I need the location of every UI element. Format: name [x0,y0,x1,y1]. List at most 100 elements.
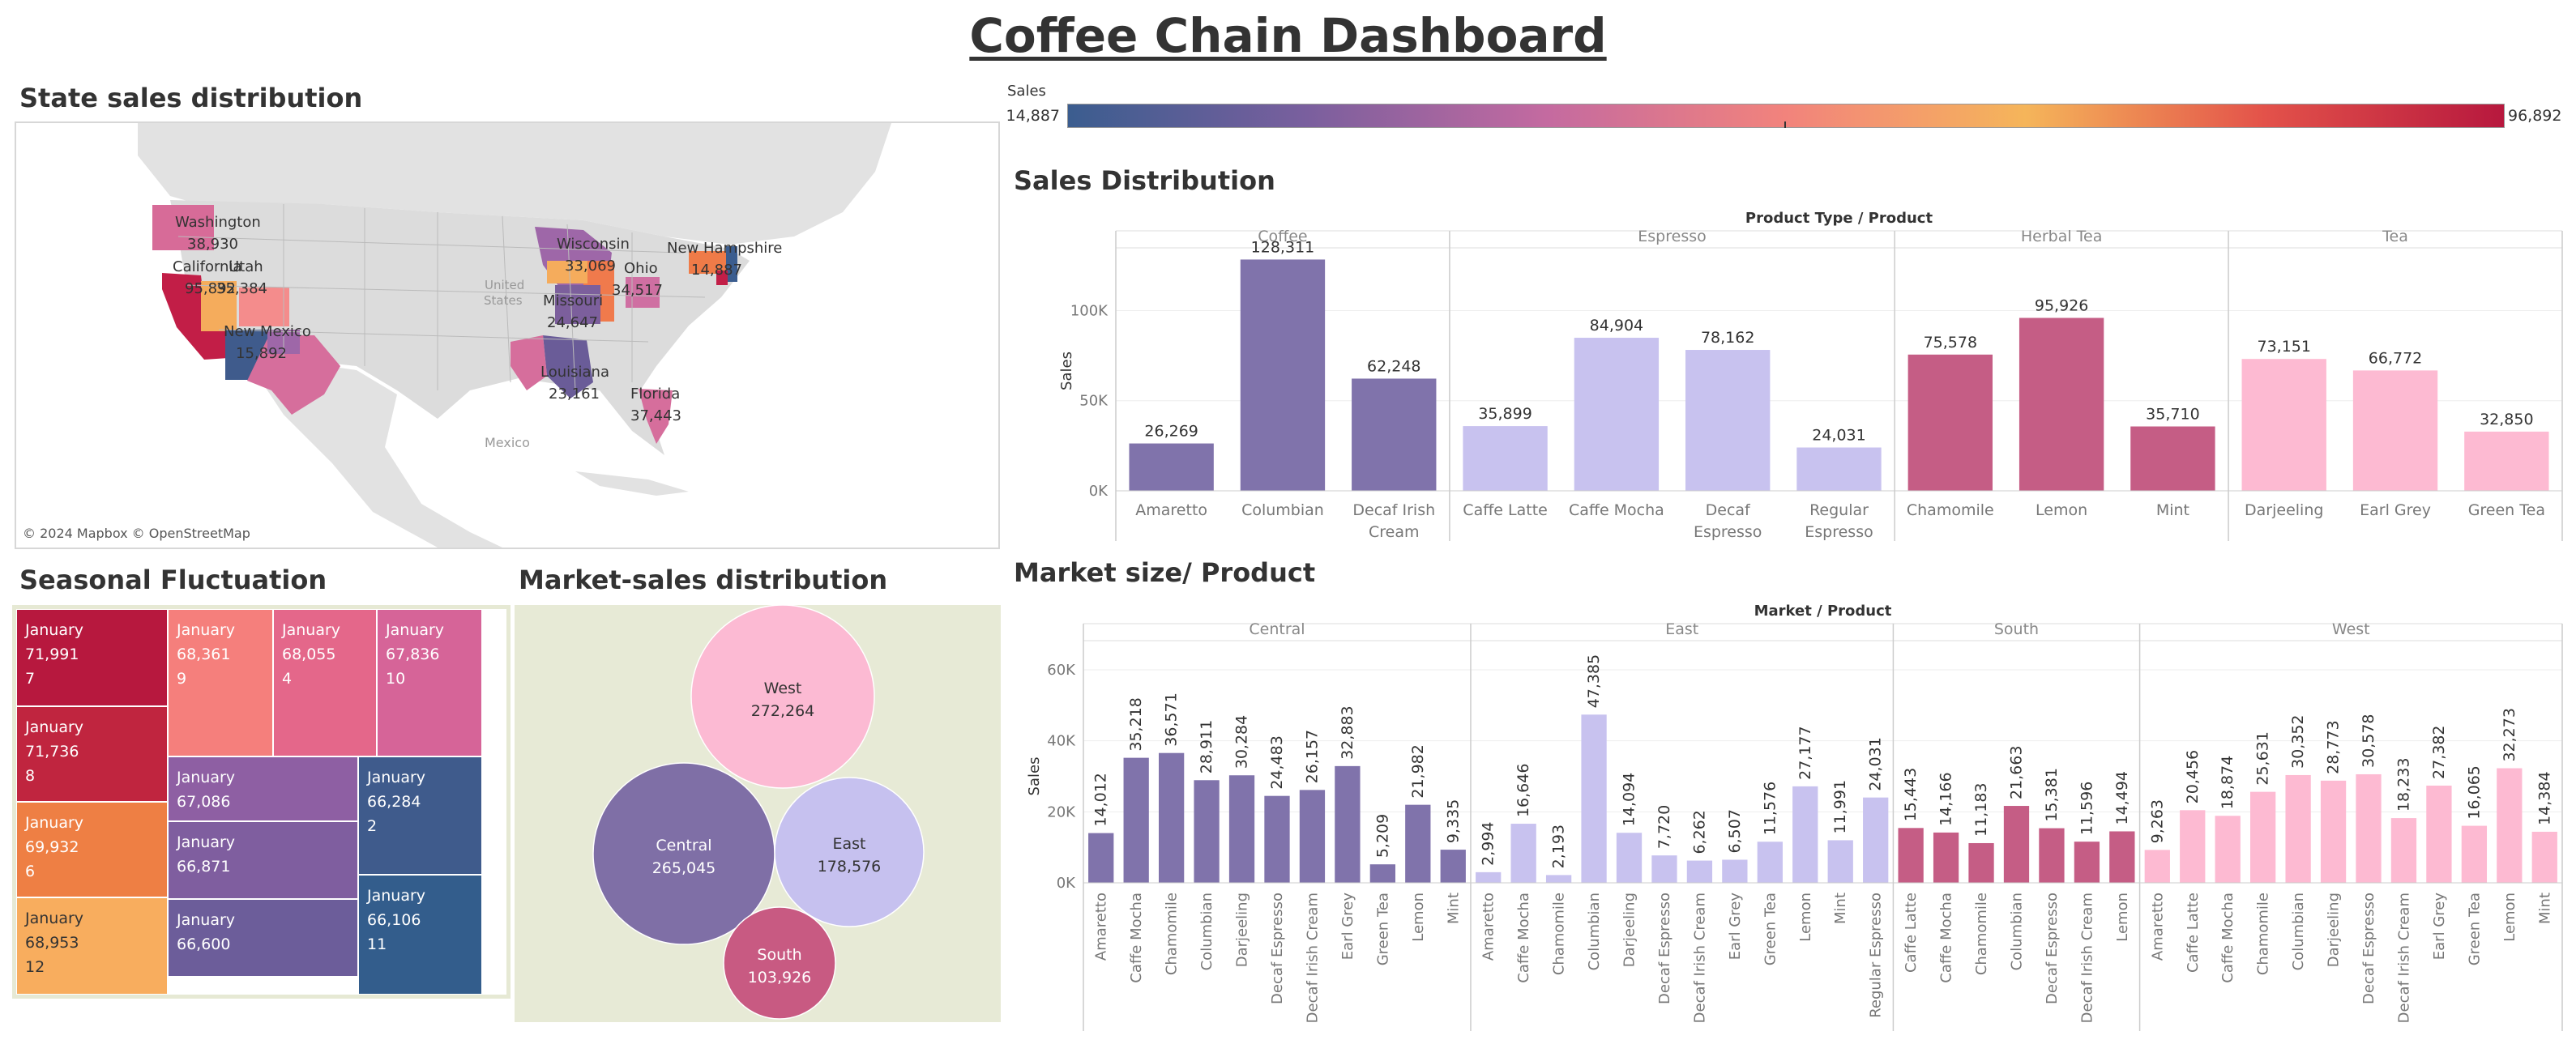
treemap-cell[interactable]: January 69,932 6 [16,802,168,897]
bar[interactable] [1352,378,1437,491]
bar[interactable] [2461,825,2488,883]
bar[interactable] [2352,370,2438,491]
bar[interactable] [1088,833,1114,883]
treemap-cell[interactable]: January 71,736 8 [16,706,168,802]
bar-data-label: 62,248 [1367,357,1420,375]
bar[interactable] [1129,443,1214,491]
bar[interactable] [1335,765,1361,883]
map-state-value: 15,892 [236,345,287,362]
bar[interactable] [1369,864,1395,883]
bar[interactable] [1722,859,1748,883]
bar[interactable] [2130,426,2215,491]
bar[interactable] [1299,790,1326,883]
bar[interactable] [1796,447,1882,491]
bar-data-label: 30,578 [2360,714,2377,767]
y-axis-label: Sales [1026,757,1043,796]
bar[interactable] [2531,831,2557,883]
bar-data-label: 21,663 [2007,746,2025,799]
group-header: Coffee [1258,228,1307,245]
state-map[interactable]: Washington 38,930 California 95,892 Utah 35,3… [15,121,1000,549]
category-label: Caffe Mocha [2219,893,2236,983]
bar[interactable] [2464,431,2549,491]
treemap-cell[interactable]: January 66,600 [168,899,358,977]
bar[interactable] [2241,359,2326,491]
bar[interactable] [2497,768,2523,883]
bar[interactable] [2390,818,2417,883]
category-label: Decaf Irish Cream [2078,893,2095,1023]
bar[interactable] [1968,842,1994,883]
bar[interactable] [2039,828,2065,883]
bar[interactable] [2074,842,2100,883]
bubble-name: Central [656,837,711,854]
bar[interactable] [1574,338,1660,491]
bar[interactable] [2019,317,2104,491]
category-label: Chamomile [1973,893,1990,975]
bar[interactable] [1686,860,1713,883]
bar[interactable] [1685,350,1771,491]
group-header: West [2332,620,2370,638]
map-state-name: Florida [630,386,680,403]
bar-data-label: 11,596 [2078,782,2095,835]
treemap-cell[interactable]: January 67,086 [168,756,358,821]
bar[interactable] [1405,804,1431,883]
bar[interactable] [1463,426,1548,491]
category-label: Decaf Espresso [2044,893,2061,1004]
bubble-chart: West 272,264 Central 265,045 East 178,576 Sout… [515,605,1001,1022]
bar[interactable] [1228,775,1255,883]
bar[interactable] [2285,774,2311,883]
treemap-cell[interactable]: January 67,836 10 [377,609,482,756]
bar[interactable] [2109,831,2135,883]
bar[interactable] [1757,842,1783,883]
bar[interactable] [2426,785,2452,883]
treemap-cell[interactable]: January 68,361 9 [168,609,273,756]
bar[interactable] [1898,828,1924,883]
y-tick-label: 0K [1089,483,1109,500]
treemap-month: January [367,887,426,905]
bar[interactable] [2250,791,2276,883]
treemap-value: 69,932 [25,838,79,856]
bar-data-label: 25,631 [2254,731,2272,785]
treemap: January 71,991 7 January 71,736 8 January 69,93… [12,605,511,999]
bar[interactable] [1616,833,1643,883]
category-label: Caffe Latte [1463,501,1548,519]
bar[interactable] [1581,714,1607,883]
bar[interactable] [1123,757,1149,883]
bar[interactable] [2003,806,2030,883]
chart-header: Market / Product [1754,603,1892,620]
bar[interactable] [2180,810,2206,883]
bar[interactable] [1476,871,1502,883]
legend-label: Sales [1007,83,1046,100]
treemap-cell[interactable]: January 71,991 7 [16,609,168,706]
bar[interactable] [2144,850,2170,883]
bubble[interactable] [774,777,925,927]
y-axis-label: Sales [1058,352,1075,390]
treemap-value: 66,871 [177,858,231,876]
bar[interactable] [1907,354,1993,491]
treemap-cell[interactable]: January 66,284 2 [358,756,482,875]
bar[interactable] [1863,797,1889,883]
bar[interactable] [1510,824,1536,883]
bar[interactable] [1827,840,1853,883]
bar[interactable] [1792,786,1818,883]
bar[interactable] [1194,780,1220,883]
treemap-cell[interactable]: January 68,055 4 [273,609,377,756]
bar[interactable] [1651,855,1677,883]
bar[interactable] [1440,850,1466,883]
treemap-month: January [282,621,341,639]
bar[interactable] [2356,773,2382,883]
treemap-cell[interactable]: January 66,106 11 [358,875,482,995]
bubble[interactable] [690,605,875,789]
bar[interactable] [1240,259,1326,491]
bubble[interactable] [723,906,836,1020]
bar[interactable] [1933,832,1959,883]
bar[interactable] [1545,875,1572,883]
treemap-cell[interactable]: January 66,871 [168,821,358,899]
bar[interactable] [1264,795,1290,883]
treemap-month: January [367,769,426,786]
map-state-name: California [173,258,241,275]
bar[interactable] [1158,752,1185,883]
treemap-num: 12 [25,958,45,976]
bar[interactable] [2320,780,2347,883]
treemap-cell[interactable]: January 68,953 12 [16,897,168,995]
bar[interactable] [2215,816,2241,883]
